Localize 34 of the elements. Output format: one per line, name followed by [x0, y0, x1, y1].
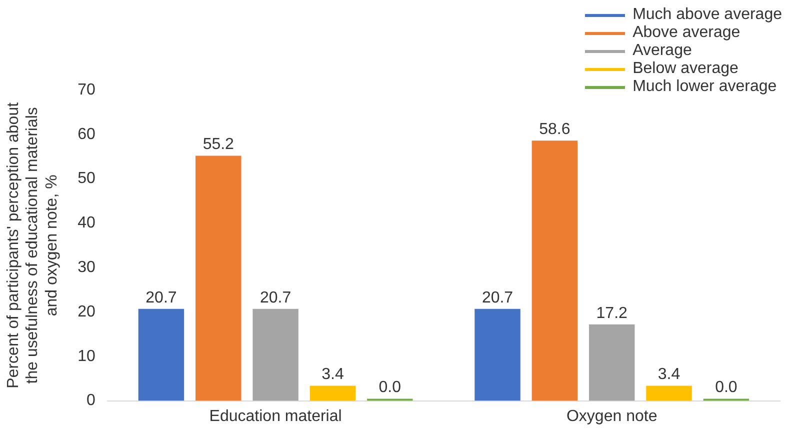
y-tick-label: 70 — [78, 81, 96, 98]
legend-label: Average — [632, 42, 692, 60]
legend-label: Above average — [632, 24, 740, 42]
bar — [138, 308, 184, 401]
data-label: 20.7 — [482, 289, 514, 306]
bar — [310, 386, 356, 401]
data-label: 17.2 — [596, 304, 628, 322]
data-label: 20.7 — [260, 289, 292, 306]
data-label: 55.2 — [202, 136, 234, 154]
bar — [474, 308, 520, 401]
x-tick-label: Oxygen note — [566, 408, 658, 425]
bar — [532, 140, 578, 401]
y-tick-label: 50 — [78, 170, 96, 188]
bar — [588, 324, 635, 401]
legend-label: Much above average — [632, 6, 782, 24]
y-axis-title: Percent of participants' perception about the usefulness of educational materials and oxygen note, % — [5, 102, 60, 388]
data-label: 58.6 — [539, 121, 570, 138]
legend-label: Much lower average — [632, 78, 777, 96]
x-tick-label: Education material — [209, 408, 342, 425]
legend-label: Below average — [632, 60, 738, 78]
data-label: 3.4 — [658, 366, 680, 384]
bar — [196, 156, 242, 401]
data-label: 0.0 — [378, 379, 402, 396]
y-tick-label: 60 — [78, 126, 96, 143]
data-label: 3.4 — [322, 366, 344, 384]
y-tick-label: 0 — [86, 392, 96, 410]
y-tick-label: 30 — [78, 259, 96, 276]
y-tick-label: 20 — [78, 303, 96, 320]
data-label: 0.0 — [715, 379, 738, 396]
bar — [646, 386, 692, 401]
y-tick-label: 40 — [78, 214, 96, 232]
bar — [252, 308, 298, 401]
y-tick-label: 10 — [78, 348, 96, 365]
data-label: 20.7 — [146, 289, 177, 306]
